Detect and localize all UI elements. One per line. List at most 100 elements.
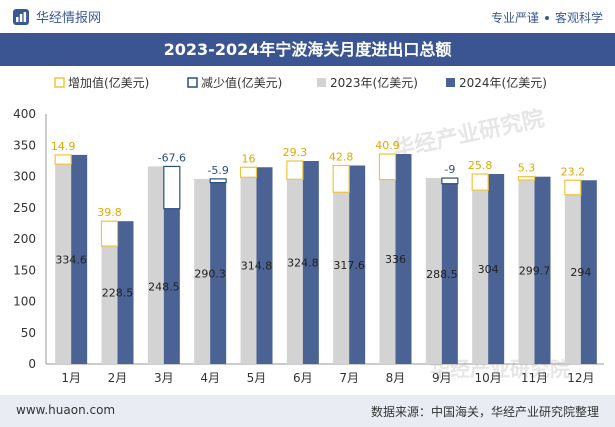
change-label: 39.8 [97, 206, 122, 219]
slogan-tag-2: 客观科学 [554, 11, 603, 25]
bar-2023 [472, 190, 489, 364]
value-label: 334.6 [55, 253, 87, 266]
value-label: 294 [570, 266, 591, 279]
decrease-box [209, 178, 227, 184]
slogan: 专业严谨 客观科学 [491, 9, 603, 26]
decrease-box [163, 165, 181, 210]
change-label: 16 [242, 152, 256, 165]
bar-2024 [302, 161, 319, 364]
bar-2023 [425, 178, 442, 364]
footer: www.huaon.com 数据来源：中国海关，华经产业研究院整理 [0, 395, 615, 427]
x-tick-label: 8月 [386, 371, 406, 385]
value-label: 299.7 [519, 264, 551, 277]
value-label: 228.5 [102, 287, 134, 300]
bar-2023 [240, 177, 257, 364]
bar-2024 [210, 182, 227, 364]
value-label: 290.3 [194, 267, 226, 280]
x-tick-label: 6月 [293, 371, 313, 385]
increase-box [54, 154, 72, 165]
y-tick-label: 100 [13, 295, 36, 309]
value-label: 324.8 [287, 257, 319, 270]
y-tick-label: 200 [13, 232, 36, 246]
change-label: 25.8 [468, 159, 493, 172]
increase-box [471, 173, 489, 191]
brand-name: 华经情报网 [36, 11, 102, 26]
legend-label: 增加值(亿美元) [68, 75, 149, 90]
increase-box [286, 160, 304, 180]
increase-box [517, 176, 536, 181]
slogan-separator-icon [544, 15, 549, 20]
change-label: 23.2 [561, 165, 586, 178]
chart-title: 2023-2024年宁波海关月度进出口总额 [0, 33, 615, 66]
bar-2023 [286, 179, 303, 364]
brand: 华经情报网 [12, 7, 101, 26]
value-label: 336 [385, 253, 406, 266]
bar-2024 [441, 183, 458, 364]
y-tick-label: 400 [13, 107, 36, 121]
top-bar: 华经情报网 专业严谨 客观科学 [0, 0, 615, 33]
bar-2023 [101, 246, 118, 364]
footer-website: www.huaon.com [16, 403, 116, 417]
legend-swatch-2024 [446, 78, 455, 87]
bar-2023 [518, 180, 535, 364]
x-tick-label: 9月 [432, 371, 452, 385]
increase-box [239, 166, 258, 178]
bar-2023 [147, 166, 164, 364]
legend-label: 2023年(亿美元) [330, 75, 418, 90]
value-label: 317.6 [333, 259, 365, 272]
x-tick-label: 12月 [567, 371, 594, 385]
bar-2023 [55, 164, 72, 364]
y-tick-label: 50 [21, 326, 36, 340]
bar-2023 [194, 178, 211, 364]
change-label: 29.3 [283, 146, 308, 159]
value-label: 314.8 [241, 260, 273, 273]
change-label: -9 [444, 163, 455, 176]
x-tick-label: 1月 [61, 371, 81, 385]
y-tick-label: 250 [13, 201, 36, 215]
change-label: -5.9 [207, 164, 228, 177]
x-tick-label: 7月 [339, 371, 359, 385]
change-label: 42.8 [329, 151, 354, 164]
increase-box [332, 164, 350, 193]
bar-2024 [117, 221, 134, 364]
decrease-box [441, 177, 459, 185]
change-label: 40.9 [375, 139, 400, 152]
x-tick-label: 4月 [200, 371, 220, 385]
legend-swatch-decrease [187, 77, 198, 88]
slogan-tag-1: 专业严谨 [490, 11, 539, 25]
bar-2024 [488, 174, 505, 364]
legend-swatch-increase [54, 77, 65, 88]
change-label: -67.6 [158, 151, 186, 164]
legend-label: 减少值(亿美元) [201, 75, 282, 90]
bar-2024 [71, 154, 88, 364]
y-tick-label: 0 [28, 357, 36, 371]
x-tick-label: 5月 [247, 371, 267, 385]
brand-logo-icon [13, 8, 29, 25]
value-label: 288.5 [426, 268, 458, 281]
bar-2024 [349, 165, 366, 364]
x-tick-label: 11月 [521, 371, 548, 385]
bar-2024 [580, 180, 597, 364]
increase-box [100, 220, 119, 247]
y-tick-label: 150 [13, 263, 36, 277]
y-tick-label: 350 [13, 138, 36, 152]
bar-2024 [163, 208, 180, 364]
bar-2024 [256, 167, 273, 364]
x-tick-label: 10月 [475, 371, 502, 385]
change-label: 14.9 [51, 140, 76, 153]
bar-2023 [564, 194, 581, 364]
change-label: 5.3 [518, 162, 536, 175]
value-label: 248.5 [148, 280, 180, 293]
legend-label: 2024年(亿美元) [459, 75, 547, 90]
increase-box [378, 153, 397, 181]
y-tick-label: 300 [13, 170, 36, 184]
x-tick-label: 2月 [108, 371, 128, 385]
value-label: 304 [478, 263, 499, 276]
bar-2023 [379, 179, 396, 364]
watermark-text: 华经产业研究院 [391, 105, 547, 162]
increase-box [564, 179, 582, 196]
footer-source: 数据来源：中国海关，华经产业研究院整理 [370, 405, 599, 419]
legend-swatch-2023 [317, 78, 326, 87]
bar-2024 [534, 176, 551, 364]
